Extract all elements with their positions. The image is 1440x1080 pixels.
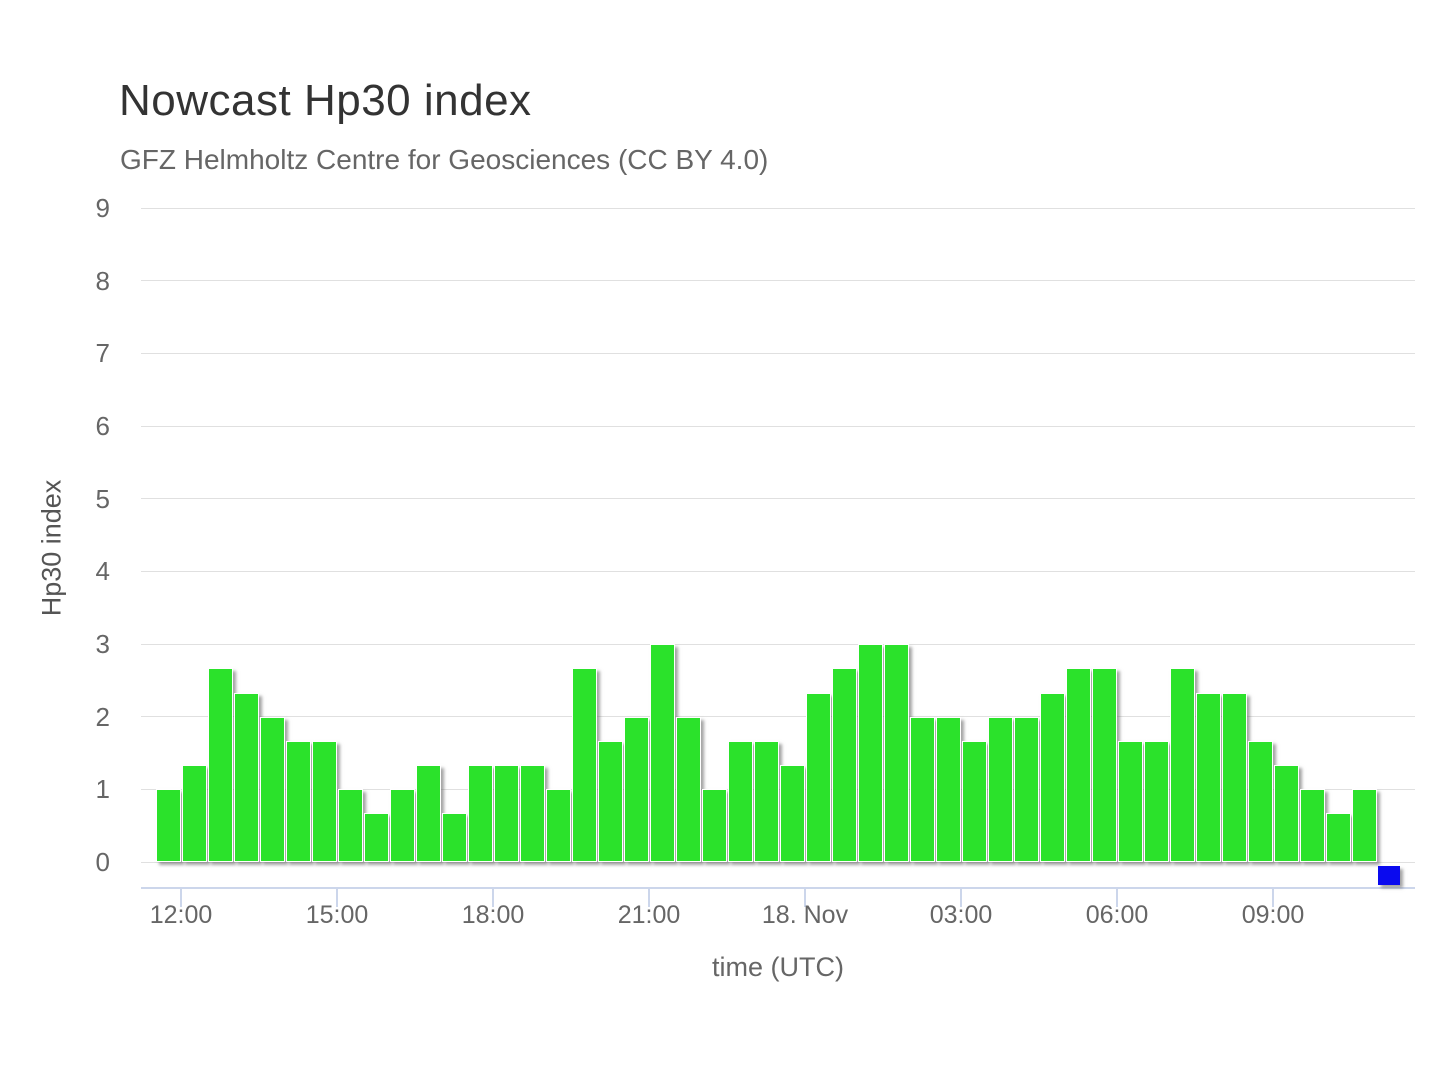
x-tick-label: 15:00 — [305, 901, 369, 929]
bar — [1351, 789, 1377, 862]
y-gridline — [141, 352, 1415, 354]
y-gridline — [141, 498, 1415, 500]
y-tick-label: 2 — [95, 701, 110, 732]
bar — [1273, 765, 1299, 862]
bar — [545, 789, 571, 862]
bar — [701, 789, 727, 862]
bar — [727, 741, 753, 862]
bar — [935, 717, 961, 862]
bar — [389, 789, 415, 862]
x-tick-label: 18:00 — [461, 901, 525, 929]
x-tick — [336, 887, 338, 907]
x-tick-label: 09:00 — [1241, 901, 1305, 929]
bar — [1065, 668, 1091, 862]
bar — [1221, 693, 1247, 862]
bar — [181, 765, 207, 862]
y-tick-label: 7 — [95, 338, 110, 369]
bar — [1143, 741, 1169, 862]
y-gridline — [141, 207, 1415, 209]
y-tick-label: 3 — [95, 629, 110, 659]
bar — [207, 668, 233, 862]
x-axis-title: time (UTC) — [712, 952, 844, 982]
x-tick-label: 06:00 — [1085, 901, 1149, 929]
bar — [1169, 668, 1195, 862]
y-tick-label: 6 — [95, 411, 110, 441]
y-tick-label: 5 — [95, 483, 110, 514]
x-tick — [1272, 887, 1274, 907]
chart-title: Nowcast Hp30 index — [119, 76, 532, 125]
y-gridline — [141, 861, 1415, 863]
bar — [441, 813, 467, 862]
bar — [467, 765, 493, 862]
x-tick — [180, 887, 182, 907]
bar — [623, 717, 649, 862]
bar — [285, 741, 311, 862]
bar — [259, 717, 285, 862]
bar — [675, 717, 701, 862]
current-interval-marker — [1378, 866, 1400, 885]
x-tick — [648, 887, 650, 907]
y-tick-label: 9 — [95, 193, 110, 223]
bar — [337, 789, 363, 862]
bar — [831, 668, 857, 862]
x-tick — [1116, 887, 1118, 907]
bar — [857, 644, 883, 862]
bar — [649, 644, 675, 862]
bar — [909, 717, 935, 862]
bar — [753, 741, 779, 862]
chart-subtitle: GFZ Helmholtz Centre for Geosciences (CC… — [120, 144, 769, 175]
bar — [1013, 717, 1039, 862]
x-tick-label: 03:00 — [929, 901, 993, 929]
y-tick-label: 0 — [95, 847, 110, 877]
x-tick — [804, 887, 806, 907]
bar — [1039, 693, 1065, 862]
y-gridline — [141, 716, 1415, 718]
x-tick-label: 21:00 — [617, 901, 681, 929]
y-gridline — [141, 425, 1415, 427]
bar — [571, 668, 597, 862]
bar — [155, 789, 181, 862]
bar — [1299, 789, 1325, 862]
bar — [311, 741, 337, 862]
bar — [493, 765, 519, 862]
bar — [987, 717, 1013, 862]
x-tick-label: 18. Nov — [761, 901, 849, 929]
bar — [363, 813, 389, 862]
bar — [1195, 693, 1221, 862]
y-tick-label: 8 — [95, 265, 110, 296]
y-gridline — [141, 280, 1415, 282]
y-gridline — [141, 570, 1415, 572]
bar — [805, 693, 831, 862]
bar — [1117, 741, 1143, 862]
bar — [961, 741, 987, 862]
y-gridline — [141, 643, 1415, 645]
bar — [233, 693, 259, 862]
x-tick — [960, 887, 962, 907]
x-tick-label: 12:00 — [149, 901, 213, 929]
bar — [779, 765, 805, 862]
x-tick — [492, 887, 494, 907]
bar — [519, 765, 545, 862]
bar — [1247, 741, 1273, 862]
bar — [415, 765, 441, 862]
x-axis-line — [141, 887, 1415, 889]
bar — [883, 644, 909, 862]
y-tick-label: 4 — [95, 556, 110, 587]
bar — [1091, 668, 1117, 862]
y-tick-label: 1 — [95, 774, 110, 805]
bar — [597, 741, 623, 862]
bar — [1325, 813, 1351, 862]
